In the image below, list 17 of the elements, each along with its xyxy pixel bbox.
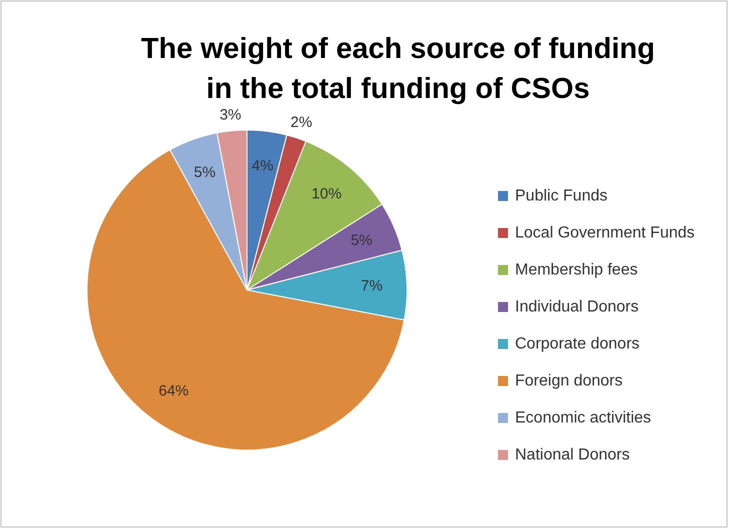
data-label: 3% <box>220 106 242 124</box>
data-label: 2% <box>290 114 312 132</box>
data-label: 5% <box>350 232 372 249</box>
data-label: 7% <box>360 278 383 295</box>
legend-label: Local Government Funds <box>515 224 695 242</box>
legend-label: Individual Donors <box>515 298 639 316</box>
chart-title: The weight of each source of funding in the total funding of CSOs <box>141 33 655 105</box>
legend-label: National Donors <box>515 446 630 464</box>
data-label: 64% <box>158 382 189 400</box>
data-label: 10% <box>312 185 342 202</box>
legend-label: Economic activities <box>515 410 652 426</box>
legend-label: Public Funds <box>515 188 608 204</box>
data-label: 4% <box>252 158 274 175</box>
legend-label: Corporate donors <box>515 336 640 352</box>
legend-label: Membership fees <box>515 262 638 278</box>
legend-label: Foreign donors <box>515 372 623 390</box>
data-label: 5% <box>194 164 216 182</box>
